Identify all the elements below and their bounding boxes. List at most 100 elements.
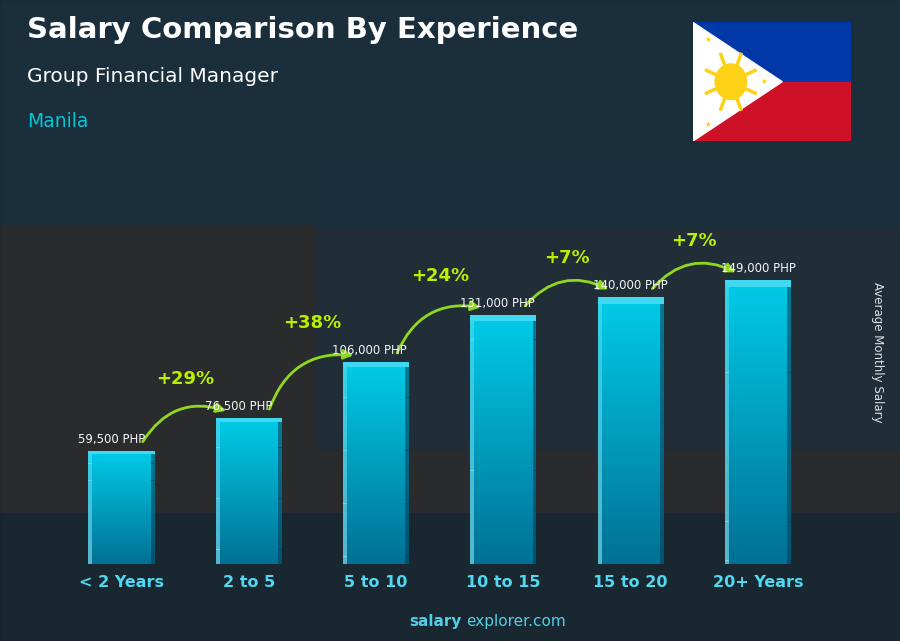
Bar: [216, 428, 282, 429]
Bar: [343, 534, 346, 537]
Bar: [598, 420, 601, 424]
Bar: [724, 347, 791, 351]
Bar: [533, 502, 536, 505]
Bar: [405, 529, 410, 531]
Bar: [150, 501, 155, 502]
Bar: [598, 497, 664, 501]
Bar: [598, 378, 664, 381]
Bar: [598, 367, 601, 370]
Bar: [150, 550, 155, 551]
Bar: [278, 460, 282, 462]
Bar: [471, 333, 474, 337]
Bar: [88, 475, 155, 476]
Bar: [724, 412, 791, 415]
Bar: [724, 500, 729, 504]
Bar: [533, 508, 536, 511]
Bar: [343, 476, 410, 478]
Bar: [405, 562, 410, 564]
Bar: [216, 540, 282, 542]
Bar: [88, 478, 93, 479]
Bar: [660, 524, 664, 528]
Bar: [216, 462, 282, 464]
Bar: [724, 444, 729, 447]
Bar: [150, 554, 155, 556]
Bar: [216, 449, 220, 451]
Bar: [533, 330, 536, 333]
Bar: [343, 400, 346, 403]
Bar: [598, 404, 664, 408]
Bar: [724, 312, 791, 316]
Bar: [216, 510, 282, 512]
Bar: [533, 365, 536, 367]
Bar: [343, 378, 346, 380]
Bar: [724, 298, 791, 301]
Bar: [724, 553, 729, 557]
Bar: [533, 399, 536, 402]
Bar: [343, 496, 346, 499]
Bar: [88, 550, 155, 551]
Bar: [315, 160, 900, 449]
Bar: [216, 519, 282, 520]
Bar: [724, 493, 791, 497]
Bar: [405, 486, 410, 488]
Bar: [150, 530, 155, 531]
Bar: [724, 358, 729, 362]
Bar: [343, 390, 410, 392]
Bar: [88, 515, 155, 516]
Bar: [343, 544, 346, 546]
Bar: [724, 291, 791, 294]
Bar: [88, 523, 155, 524]
Bar: [216, 544, 220, 546]
Bar: [471, 545, 474, 549]
Bar: [724, 394, 791, 397]
Bar: [598, 511, 601, 514]
Text: salary: salary: [410, 615, 462, 629]
Bar: [216, 467, 282, 469]
Bar: [598, 491, 664, 494]
Bar: [533, 408, 536, 412]
Bar: [788, 426, 791, 429]
Bar: [471, 524, 474, 527]
Bar: [88, 502, 93, 503]
Bar: [150, 544, 155, 545]
Bar: [216, 542, 220, 544]
Bar: [150, 537, 155, 538]
Bar: [724, 419, 791, 422]
Bar: [598, 328, 664, 331]
Bar: [471, 458, 536, 461]
Bar: [216, 493, 220, 495]
Bar: [724, 287, 791, 291]
Bar: [150, 472, 155, 474]
Bar: [660, 554, 664, 558]
Bar: [724, 514, 729, 518]
Bar: [471, 554, 474, 558]
Bar: [150, 483, 155, 485]
Bar: [788, 280, 791, 284]
Text: +38%: +38%: [284, 314, 341, 332]
Bar: [660, 378, 664, 381]
Bar: [471, 545, 536, 549]
Bar: [88, 465, 93, 467]
Bar: [724, 337, 791, 340]
Bar: [343, 370, 410, 372]
Bar: [405, 433, 410, 435]
Bar: [598, 497, 601, 501]
Bar: [598, 391, 601, 394]
Bar: [471, 492, 474, 495]
Bar: [788, 298, 791, 301]
Bar: [724, 383, 791, 387]
Bar: [88, 557, 93, 558]
Bar: [88, 544, 93, 545]
Bar: [724, 437, 791, 440]
Bar: [471, 405, 474, 408]
Bar: [598, 494, 664, 497]
Bar: [88, 508, 155, 509]
Bar: [88, 542, 93, 543]
Bar: [724, 291, 729, 294]
Bar: [343, 365, 346, 367]
Bar: [660, 354, 664, 358]
Bar: [724, 340, 729, 344]
Bar: [216, 538, 282, 540]
Bar: [88, 519, 155, 520]
Bar: [533, 520, 536, 524]
